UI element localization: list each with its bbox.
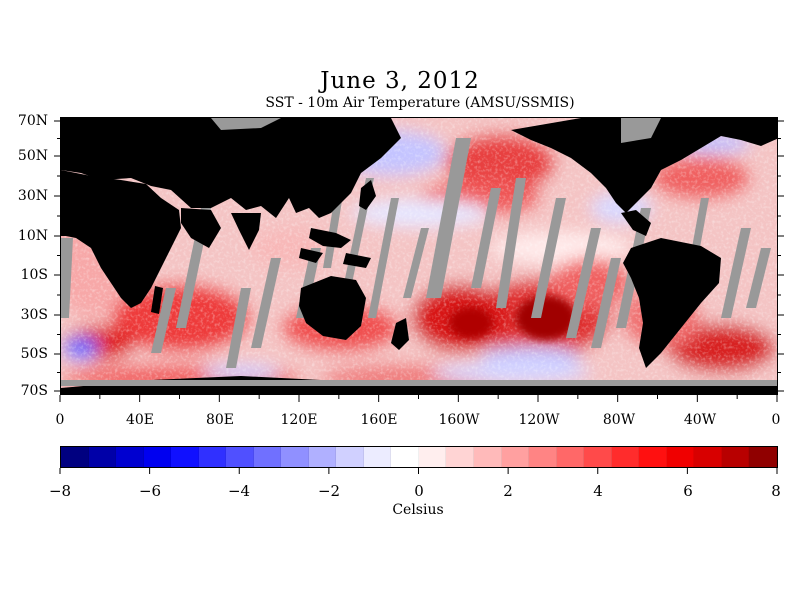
colorbar-cell — [308, 447, 337, 467]
colorbar-label-8: 8 — [771, 482, 781, 500]
colorbar-cell — [116, 447, 144, 467]
colorbar-cell — [61, 447, 89, 467]
colorbar-unit: Celsius — [392, 502, 444, 518]
colorbar-cell — [88, 447, 117, 467]
colorbar-cell — [501, 447, 530, 467]
lat-label-70n: 70N — [17, 113, 48, 129]
sst-map-canvas — [61, 118, 777, 394]
colorbar-cell — [666, 447, 695, 467]
colorbar-cell — [418, 447, 447, 467]
sst-map — [60, 117, 778, 395]
colorbar-cell — [198, 447, 227, 467]
colorbar-cell — [529, 447, 557, 467]
colorbar-label-neg8: −8 — [48, 482, 72, 500]
lon-label-40w: 40W — [683, 412, 717, 428]
colorbar-cell — [143, 447, 172, 467]
colorbar-label-0: 0 — [414, 482, 424, 500]
colorbar-cell — [721, 447, 750, 467]
lon-label-120w: 120W — [518, 412, 560, 428]
colorbar-label-4: 4 — [593, 482, 603, 500]
colorbar-cell — [556, 447, 585, 467]
colorbar-cell — [336, 447, 364, 467]
lon-label-120e: 120E — [280, 412, 318, 428]
lon-label-0: 0 — [55, 412, 65, 428]
colorbar-cell — [694, 447, 722, 467]
colorbar-label-neg2: −2 — [317, 482, 341, 500]
lon-label-160e: 160E — [360, 412, 398, 428]
lon-label-0-end: 0 — [771, 412, 781, 428]
map-subtitle: SST - 10m Air Temperature (AMSU/SSMIS) — [265, 95, 575, 111]
lat-label-10s: 10S — [20, 267, 48, 283]
colorbar-cell — [391, 447, 419, 467]
colorbar-cell — [281, 447, 309, 467]
colorbar-cell — [639, 447, 667, 467]
colorbar-cell — [584, 447, 612, 467]
colorbar-cell — [226, 447, 254, 467]
lon-label-80e: 80E — [205, 412, 235, 428]
colorbar-label-6: 6 — [683, 482, 693, 500]
colorbar-cell — [446, 447, 474, 467]
colorbar-label-neg6: −6 — [138, 482, 162, 500]
lat-label-30s: 30S — [20, 307, 48, 323]
lat-label-30n: 30N — [17, 188, 48, 204]
lat-label-70s: 70S — [20, 383, 48, 399]
colorbar-cell — [611, 447, 640, 467]
lon-label-160w: 160W — [438, 412, 480, 428]
lat-label-50s: 50S — [20, 346, 48, 362]
colorbar — [60, 446, 778, 468]
lat-label-50n: 50N — [17, 148, 48, 164]
colorbar-label-2: 2 — [503, 482, 513, 500]
colorbar-cell — [363, 447, 392, 467]
lon-label-40e: 40E — [125, 412, 155, 428]
colorbar-cell — [253, 447, 282, 467]
lat-label-10n: 10N — [17, 228, 48, 244]
colorbar-cell — [749, 447, 777, 467]
colorbar-cell — [171, 447, 199, 467]
lon-label-80w: 80W — [602, 412, 636, 428]
colorbar-label-neg4: −4 — [227, 482, 251, 500]
colorbar-cell — [473, 447, 502, 467]
map-title: June 3, 2012 — [320, 68, 480, 94]
